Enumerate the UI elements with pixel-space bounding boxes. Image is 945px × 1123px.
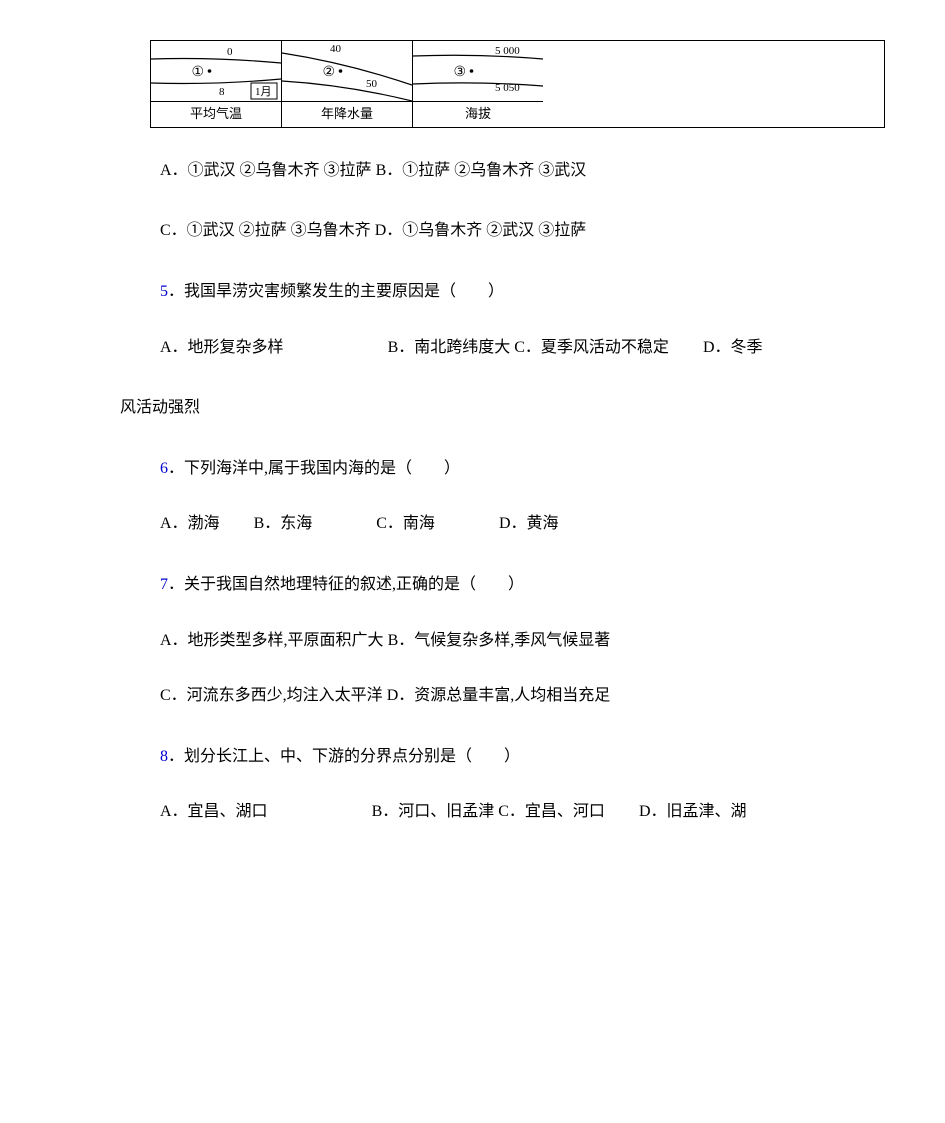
option-d-cont: 风活动强烈 [120, 399, 200, 416]
option-line: A．地形类型多样,平原面积广大 B．气候复杂多样,季风气候显著 [110, 628, 885, 654]
panel-svg: 0 8 ① 1月 [151, 41, 281, 101]
option-b: B．东海 [254, 515, 313, 532]
option-d: D．①乌鲁木齐 ②武汉 ③拉萨 [375, 222, 587, 239]
question-stem: ．我国旱涝灾害频繁发生的主要原因是（ ） [168, 283, 504, 300]
question-8: 8．划分长江上、中、下游的分界点分别是（ ） A．宜昌、湖口 B．河口、旧孟津 … [60, 744, 885, 825]
svg-text:③: ③ [454, 65, 467, 80]
question-text: 6．下列海洋中,属于我国内海的是（ ） [110, 456, 885, 482]
question-stem: ．划分长江上、中、下游的分界点分别是（ ） [168, 748, 520, 765]
question-text: 5．我国旱涝灾害频繁发生的主要原因是（ ） [110, 279, 885, 305]
figure-container: 0 8 ① 1月平均气温 40 50 ② 年降水量 5 000 5 050 ③ 海拔 [150, 40, 885, 128]
option-line: A．宜昌、湖口 B．河口、旧孟津 C．宜昌、河口 D．旧孟津、湖 [110, 799, 885, 825]
question-number: 7 [160, 576, 168, 593]
panel-label: 海拔 [413, 101, 543, 127]
svg-text:①: ① [192, 65, 205, 80]
panel-svg: 5 000 5 050 ③ [413, 41, 543, 101]
question-5-continuation: 风活动强烈 [120, 395, 885, 421]
option-d: D．资源总量丰富,人均相当充足 [387, 687, 611, 704]
option-b: B．①拉萨 ②乌鲁木齐 ③武汉 [376, 162, 587, 179]
svg-text:50: 50 [366, 78, 378, 90]
option-a: A．宜昌、湖口 [160, 803, 268, 820]
question-4-options: A．①武汉 ②乌鲁木齐 ③拉萨 B．①拉萨 ②乌鲁木齐 ③武汉 [60, 158, 885, 184]
figure-panel-3: 5 000 5 050 ③ 海拔 [413, 41, 543, 127]
option-c: C．南海 [376, 515, 435, 532]
option-b: B．南北跨纬度大 [388, 339, 511, 356]
option-c: C．①武汉 ②拉萨 ③乌鲁木齐 [160, 222, 371, 239]
question-stem: ．下列海洋中,属于我国内海的是（ ） [168, 460, 460, 477]
svg-text:40: 40 [330, 43, 342, 55]
option-d: D．冬季 [703, 339, 763, 356]
question-5: 5．我国旱涝灾害频繁发生的主要原因是（ ） A．地形复杂多样 B．南北跨纬度大 … [60, 279, 885, 360]
svg-text:②: ② [323, 65, 336, 80]
option-line: A．地形复杂多样 B．南北跨纬度大 C．夏季风活动不稳定 D．冬季 [110, 335, 885, 361]
question-number: 6 [160, 460, 168, 477]
svg-text:5 000: 5 000 [495, 45, 520, 57]
option-d: D．黄海 [499, 515, 559, 532]
panel-label: 平均气温 [151, 101, 281, 127]
question-stem: ．关于我国自然地理特征的叙述,正确的是（ ） [168, 576, 524, 593]
question-number: 5 [160, 283, 168, 300]
option-d: D．旧孟津、湖 [639, 803, 747, 820]
option-b: B．气候复杂多样,季风气候显著 [388, 632, 611, 649]
option-c: C．河流东多西少,均注入太平洋 [160, 687, 383, 704]
figure-panel-2: 40 50 ② 年降水量 [282, 41, 413, 127]
panel-svg: 40 50 ② [282, 41, 412, 101]
question-text: 7．关于我国自然地理特征的叙述,正确的是（ ） [110, 572, 885, 598]
option-c: C．夏季风活动不稳定 [514, 339, 669, 356]
option-a: A．①武汉 ②乌鲁木齐 ③拉萨 [160, 162, 372, 179]
option-b: B．河口、旧孟津 [372, 803, 495, 820]
svg-text:8: 8 [219, 86, 225, 98]
option-a: A．地形复杂多样 [160, 339, 284, 356]
svg-text:0: 0 [227, 46, 233, 58]
option-line: C．河流东多西少,均注入太平洋 D．资源总量丰富,人均相当充足 [110, 683, 885, 709]
option-line: C．①武汉 ②拉萨 ③乌鲁木齐 D．①乌鲁木齐 ②武汉 ③拉萨 [110, 218, 885, 244]
question-6: 6．下列海洋中,属于我国内海的是（ ） A．渤海 B．东海 C．南海 D．黄海 [60, 456, 885, 537]
option-a: A．地形类型多样,平原面积广大 [160, 632, 384, 649]
option-c: C．宜昌、河口 [498, 803, 605, 820]
option-line: A．渤海 B．东海 C．南海 D．黄海 [110, 511, 885, 537]
svg-text:1月: 1月 [255, 86, 272, 98]
question-4-options-2: C．①武汉 ②拉萨 ③乌鲁木齐 D．①乌鲁木齐 ②武汉 ③拉萨 [60, 218, 885, 244]
panel-label: 年降水量 [282, 101, 412, 127]
option-a: A．渤海 [160, 515, 220, 532]
option-line: A．①武汉 ②乌鲁木齐 ③拉萨 B．①拉萨 ②乌鲁木齐 ③武汉 [110, 158, 885, 184]
svg-text:5 050: 5 050 [495, 82, 520, 94]
figure-panels: 0 8 ① 1月平均气温 40 50 ② 年降水量 5 000 5 050 ③ 海拔 [150, 40, 885, 128]
question-text: 8．划分长江上、中、下游的分界点分别是（ ） [110, 744, 885, 770]
question-number: 8 [160, 748, 168, 765]
figure-panel-1: 0 8 ① 1月平均气温 [151, 41, 282, 127]
question-7: 7．关于我国自然地理特征的叙述,正确的是（ ） A．地形类型多样,平原面积广大 … [60, 572, 885, 709]
